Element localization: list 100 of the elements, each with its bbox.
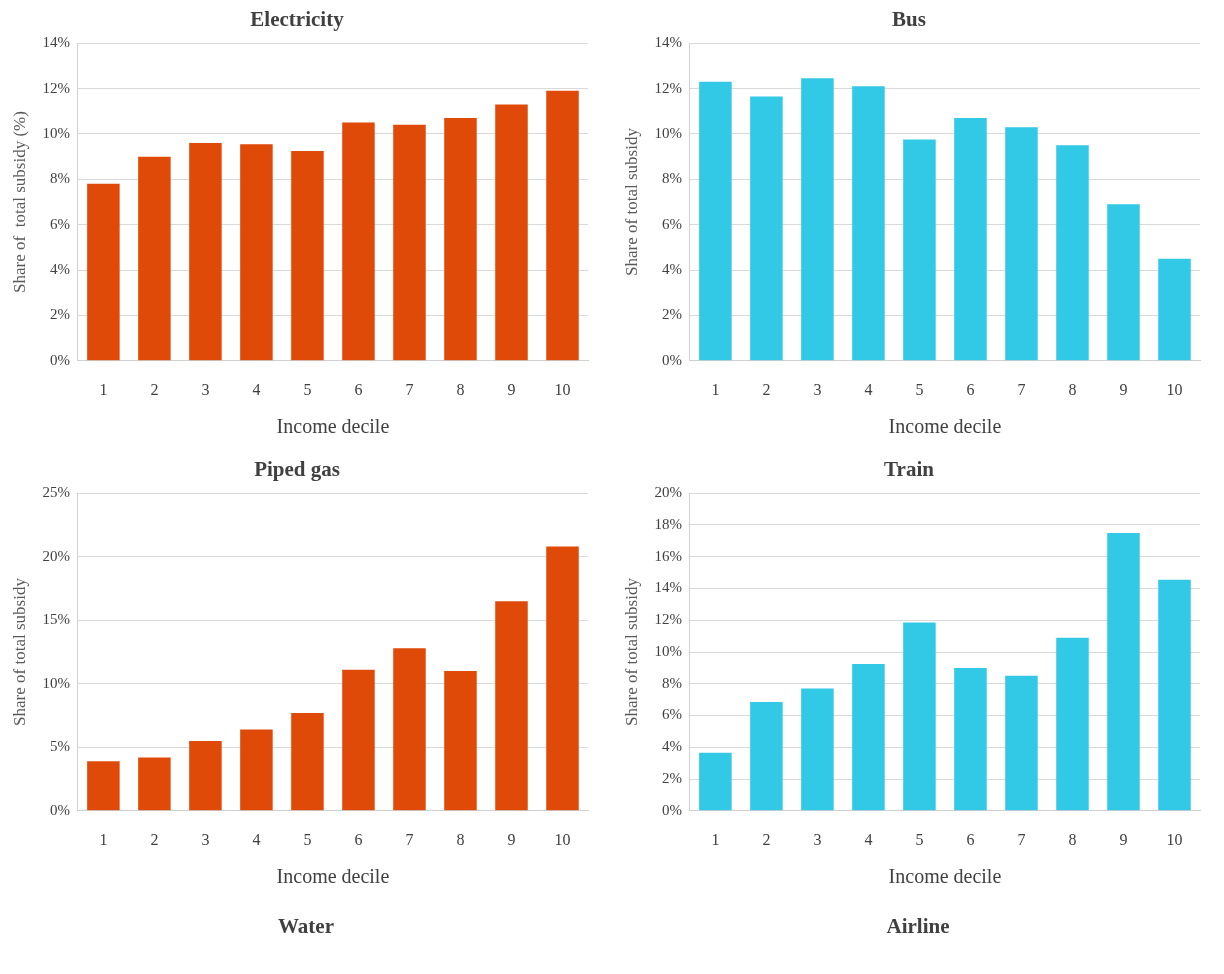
y-tick-label: 2% bbox=[49, 306, 70, 323]
chart-title: Piped gas bbox=[254, 457, 340, 482]
x-tick-label: 9 bbox=[507, 830, 516, 848]
x-tick-label: 3 bbox=[813, 380, 822, 398]
x-tick-label: 10 bbox=[1166, 830, 1183, 848]
bar bbox=[1005, 127, 1038, 361]
x-tick-label: 6 bbox=[354, 380, 363, 398]
chart-title: Electricity bbox=[250, 7, 345, 32]
y-tick-label: 14% bbox=[654, 579, 682, 596]
x-tick-label: 6 bbox=[966, 380, 975, 398]
bar bbox=[1056, 145, 1089, 361]
bar bbox=[138, 156, 171, 361]
bar bbox=[903, 139, 936, 361]
bar bbox=[546, 546, 579, 811]
y-tick-label: 14% bbox=[654, 34, 682, 51]
y-tick-label: 0% bbox=[49, 801, 70, 818]
bar bbox=[1158, 258, 1191, 361]
bar bbox=[189, 143, 222, 361]
y-tick-label: 18% bbox=[654, 515, 682, 532]
x-tick-label: 3 bbox=[201, 380, 210, 398]
y-tick-label: 12% bbox=[654, 611, 682, 628]
bar bbox=[546, 90, 579, 361]
chart-title: Bus bbox=[892, 7, 926, 32]
x-tick-label: 1 bbox=[711, 380, 720, 398]
bar bbox=[750, 96, 783, 361]
x-tick-label: 10 bbox=[554, 830, 571, 848]
bar bbox=[954, 118, 987, 361]
y-tick-label: 10% bbox=[42, 674, 70, 691]
x-tick-label: 9 bbox=[507, 380, 516, 398]
x-tick-label: 4 bbox=[864, 830, 873, 848]
x-tick-label: 1 bbox=[99, 830, 108, 848]
bar bbox=[495, 601, 528, 811]
y-tick-label: 4% bbox=[661, 738, 682, 755]
x-tick-label: 8 bbox=[1068, 830, 1077, 848]
x-axis-title: Income decile bbox=[888, 865, 1002, 888]
x-tick-label: 2 bbox=[762, 380, 771, 398]
y-tick-label: 0% bbox=[49, 351, 70, 368]
bar bbox=[87, 183, 120, 361]
bar bbox=[1158, 579, 1191, 811]
y-tick-label: 10% bbox=[654, 124, 682, 141]
y-tick-label: 16% bbox=[654, 547, 682, 564]
x-tick-label: 9 bbox=[1119, 830, 1128, 848]
bar bbox=[954, 667, 987, 811]
x-tick-label: 4 bbox=[252, 830, 261, 848]
bar bbox=[903, 622, 936, 811]
bar bbox=[189, 740, 222, 811]
x-tick-label: 7 bbox=[405, 830, 414, 848]
x-tick-label: 4 bbox=[252, 380, 261, 398]
bar bbox=[291, 150, 324, 361]
y-tick-label: 2% bbox=[661, 306, 682, 323]
bar bbox=[699, 752, 732, 811]
bar bbox=[1005, 675, 1038, 811]
y-tick-label: 8% bbox=[661, 674, 682, 691]
x-tick-label: 2 bbox=[762, 830, 771, 848]
x-tick-label: 5 bbox=[915, 380, 924, 398]
x-tick-label: 4 bbox=[864, 380, 873, 398]
y-tick-label: 8% bbox=[49, 170, 70, 187]
bar bbox=[240, 729, 273, 811]
bar bbox=[1056, 637, 1089, 811]
y-tick-label: 6% bbox=[661, 706, 682, 723]
bar bbox=[495, 104, 528, 361]
x-tick-label: 8 bbox=[456, 830, 465, 848]
bar bbox=[1107, 204, 1140, 361]
y-tick-label: 4% bbox=[661, 260, 682, 277]
bar bbox=[444, 671, 477, 811]
x-tick-label: 7 bbox=[1017, 380, 1026, 398]
x-tick-label: 1 bbox=[99, 380, 108, 398]
x-tick-label: 2 bbox=[150, 380, 159, 398]
x-tick-label: 8 bbox=[1068, 380, 1077, 398]
y-tick-label: 14% bbox=[42, 34, 70, 51]
bar bbox=[393, 648, 426, 811]
x-tick-label: 10 bbox=[1166, 380, 1183, 398]
bar bbox=[1107, 532, 1140, 811]
bar bbox=[801, 78, 834, 361]
x-tick-label: 7 bbox=[405, 380, 414, 398]
text: Airline bbox=[885, 913, 951, 940]
bar bbox=[291, 712, 324, 811]
bar bbox=[87, 761, 120, 811]
y-axis-title: Share of total subsidy bbox=[9, 577, 29, 726]
x-tick-label: 3 bbox=[201, 830, 210, 848]
bar bbox=[240, 144, 273, 361]
bar bbox=[852, 86, 885, 361]
y-tick-label: 0% bbox=[661, 801, 682, 818]
bar bbox=[699, 81, 732, 361]
y-tick-label: 12% bbox=[42, 79, 70, 96]
bar bbox=[750, 702, 783, 811]
x-tick-label: 6 bbox=[354, 830, 363, 848]
bar bbox=[342, 669, 375, 811]
x-tick-label: 5 bbox=[303, 380, 312, 398]
y-tick-label: 20% bbox=[42, 547, 70, 564]
x-tick-label: 5 bbox=[915, 830, 924, 848]
x-tick-label: 6 bbox=[966, 830, 975, 848]
x-tick-label: 10 bbox=[554, 380, 571, 398]
x-tick-label: 2 bbox=[150, 830, 159, 848]
x-tick-label: 1 bbox=[711, 830, 720, 848]
y-tick-label: 12% bbox=[654, 79, 682, 96]
bar bbox=[444, 118, 477, 361]
y-tick-label: 8% bbox=[661, 170, 682, 187]
bar bbox=[138, 757, 171, 811]
y-tick-label: 6% bbox=[49, 215, 70, 232]
